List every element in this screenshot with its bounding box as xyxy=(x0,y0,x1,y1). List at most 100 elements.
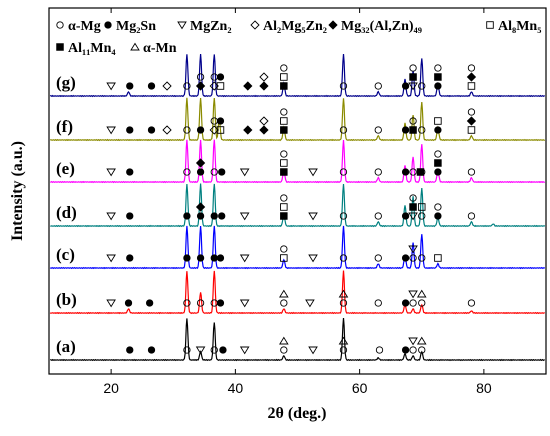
square-filled-marker xyxy=(280,212,288,220)
circle-open-marker xyxy=(418,168,426,176)
series-label: (e) xyxy=(56,159,75,178)
diamond-filled-marker xyxy=(195,202,206,212)
circle-open-marker xyxy=(339,346,348,354)
diamond-open-marker xyxy=(162,81,172,91)
legend-label: Mg₃₂(Al,Zn)₄₉ xyxy=(341,19,422,34)
series-label: (a) xyxy=(56,337,76,356)
circle-open-marker xyxy=(418,126,426,134)
circle-filled-marker xyxy=(126,168,134,176)
circle-filled-marker xyxy=(219,346,227,354)
square-open-marker xyxy=(216,126,225,134)
circle-filled-marker xyxy=(216,73,225,81)
square-open-marker xyxy=(216,82,225,90)
series-label: (d) xyxy=(56,203,77,222)
circle-open-marker xyxy=(339,126,348,134)
circle-filled-marker xyxy=(196,126,205,134)
phase-markers xyxy=(106,64,477,355)
circle-open-marker xyxy=(418,212,426,220)
circle-filled-marker xyxy=(210,254,218,262)
diamond-open-marker xyxy=(259,72,269,82)
triangle-down-open-marker xyxy=(305,299,315,308)
series-line-e xyxy=(50,139,546,184)
circle-filled-marker xyxy=(434,168,442,176)
triangle-down-open-marker xyxy=(239,299,250,308)
circle-open-marker xyxy=(434,64,442,72)
circle-filled-marker xyxy=(104,21,112,29)
circle-open-marker xyxy=(339,168,348,176)
circle-filled-marker xyxy=(183,254,191,262)
series-layer: (a) (b) (c) (d) (e) (f) (g) xyxy=(49,54,546,362)
circle-open-marker xyxy=(467,64,476,72)
triangle-down-open-marker xyxy=(106,254,116,263)
circle-open-marker xyxy=(339,212,348,220)
circle-open-marker xyxy=(375,346,384,354)
circle-filled-marker xyxy=(210,212,218,220)
diamond-filled-marker xyxy=(466,72,477,82)
circle-open-marker xyxy=(409,254,417,262)
circle-open-marker xyxy=(210,346,218,354)
circle-filled-marker xyxy=(434,212,442,220)
square-filled-marker xyxy=(409,73,417,81)
square-open-marker xyxy=(280,117,288,125)
triangle-down-open-marker xyxy=(106,126,116,135)
triangle-down-open-marker xyxy=(408,290,418,299)
triangle-down-open-marker xyxy=(408,337,418,346)
legend-label: Al₂Mg₅Zn₂ xyxy=(263,19,327,34)
triangle-up-open-marker xyxy=(279,289,289,298)
circle-filled-marker xyxy=(216,299,225,307)
x-tick-label: 40 xyxy=(228,380,244,396)
square-open-marker xyxy=(486,21,494,29)
diamond-open-marker xyxy=(250,20,260,30)
legend-label: Al₈Mn₅ xyxy=(498,19,541,34)
legend-label: Al₁₁Mn₄ xyxy=(68,41,116,56)
circle-open-marker xyxy=(374,82,382,90)
circle-open-marker xyxy=(183,346,191,354)
circle-filled-marker xyxy=(401,168,410,176)
circle-filled-marker xyxy=(126,346,134,354)
triangle-down-open-marker xyxy=(239,212,250,221)
triangle-down-open-marker xyxy=(308,346,318,355)
circle-filled-marker xyxy=(218,168,226,176)
series-label: (g) xyxy=(56,73,76,92)
circle-open-marker xyxy=(467,212,476,220)
circle-filled-marker xyxy=(401,299,410,307)
square-open-marker xyxy=(434,117,442,125)
square-open-marker xyxy=(467,82,476,90)
circle-open-marker xyxy=(374,126,382,134)
square-filled-marker xyxy=(434,73,442,81)
circle-filled-marker xyxy=(126,254,134,262)
square-open-marker xyxy=(280,73,288,81)
diamond-filled-marker xyxy=(466,116,477,126)
circle-open-marker xyxy=(280,108,288,116)
circle-filled-marker xyxy=(196,254,205,262)
legend-label: Mg₂Sn xyxy=(116,19,156,34)
triangle-up-open-marker xyxy=(279,336,289,345)
circle-filled-marker xyxy=(124,299,133,307)
y-axis-title: Intensity (a.u.) xyxy=(9,141,26,241)
square-filled-marker xyxy=(409,126,417,134)
square-open-marker xyxy=(434,254,442,262)
square-filled-marker xyxy=(56,43,64,51)
square-filled-marker xyxy=(434,159,442,167)
circle-open-marker xyxy=(280,150,288,158)
triangle-down-open-marker xyxy=(408,82,418,91)
legend-label: α-Mg xyxy=(68,19,101,34)
series-line-d xyxy=(50,183,546,228)
triangle-down-open-marker xyxy=(239,254,250,263)
circle-open-marker xyxy=(374,254,382,262)
x-axis-title: 2θ (deg.) xyxy=(267,405,326,422)
circle-filled-marker xyxy=(401,254,410,262)
series-label: (b) xyxy=(56,290,77,309)
circle-open-marker xyxy=(418,299,426,307)
diamond-filled-marker xyxy=(328,20,338,30)
circle-filled-marker xyxy=(218,212,226,220)
diamond-filled-marker xyxy=(259,81,269,91)
circle-filled-marker xyxy=(126,212,134,220)
diamond-open-marker xyxy=(162,125,172,135)
circle-filled-marker xyxy=(434,126,442,134)
square-filled-marker xyxy=(409,203,417,211)
square-open-marker xyxy=(280,203,288,211)
diamond-filled-marker xyxy=(195,81,206,91)
circle-open-marker xyxy=(374,299,382,307)
